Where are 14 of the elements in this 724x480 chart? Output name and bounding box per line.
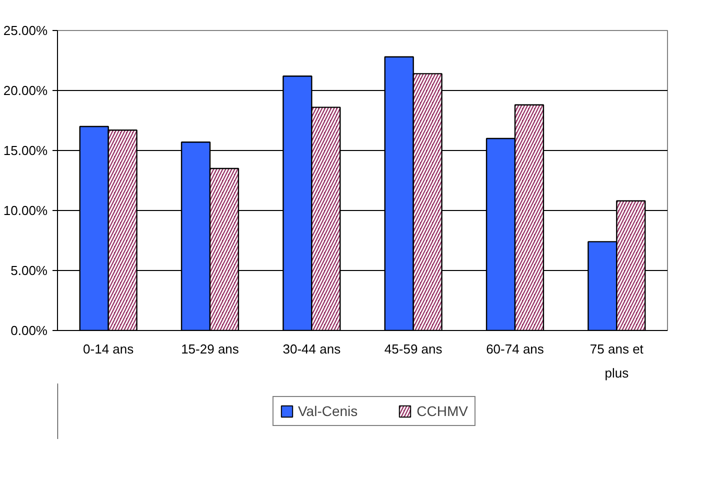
y-tick-label: 15.00% <box>3 143 48 158</box>
x-tick-label: 15-29 ans <box>181 342 240 356</box>
legend-label: Val-Cenis <box>298 403 358 419</box>
x-tick-label: 45-59 ans <box>384 342 443 356</box>
legend-label: CCHMV <box>416 403 468 419</box>
y-tick-label: 5.00% <box>10 263 48 278</box>
x-tick-label: 30-44 ans <box>282 342 342 356</box>
x-tick-label: 60-74 ans <box>486 342 544 356</box>
x-tick-label: 0-14 ans <box>83 342 134 356</box>
y-tick-label: 25.00% <box>3 23 48 38</box>
y-tick-label: 20.00% <box>3 83 48 98</box>
y-tick-label: 10.00% <box>3 203 48 218</box>
y-tick-label: 0.00% <box>10 323 48 338</box>
x-tick-label: 75 ans et plus <box>590 342 644 380</box>
